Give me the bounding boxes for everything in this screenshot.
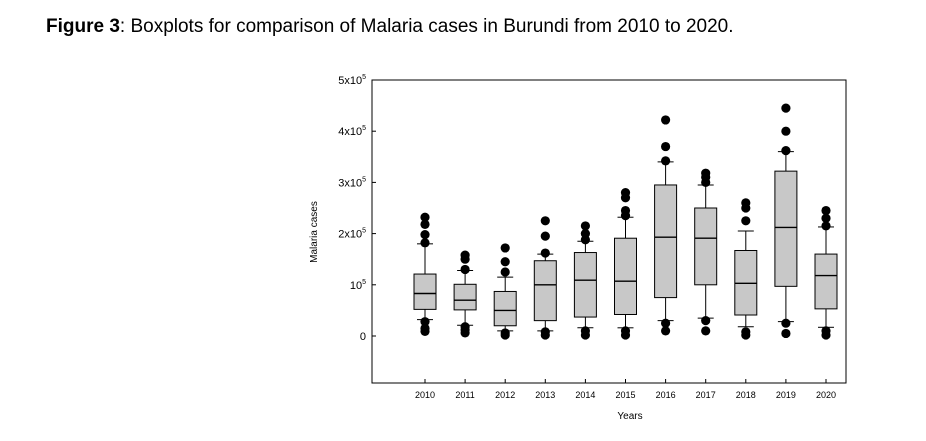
y-tick-label: 105	[350, 279, 366, 292]
outlier-point	[500, 243, 510, 253]
outlier-point	[701, 316, 711, 326]
outlier-point	[420, 219, 430, 229]
outlier-point	[781, 318, 791, 328]
outlier-point	[781, 146, 791, 156]
outlier-point	[580, 221, 591, 231]
outlier-point	[661, 141, 671, 152]
iqr-box	[573, 252, 597, 318]
outlier-point	[420, 317, 430, 327]
x-tick-label: 2017	[696, 390, 716, 400]
outlier-point	[540, 327, 550, 337]
outlier-point	[620, 326, 631, 336]
outlier-point	[741, 198, 751, 208]
outlier-point	[661, 318, 671, 328]
x-axis-title: Years	[617, 411, 642, 422]
caption-text: Boxplots for comparison of Malaria cases…	[125, 16, 734, 37]
outlier-point	[821, 205, 831, 216]
x-tick-label: 2015	[615, 390, 635, 400]
iqr-box	[814, 253, 838, 310]
boxplot-2017	[694, 168, 718, 336]
y-tick-label: 2x105	[338, 228, 366, 241]
outlier-point	[620, 205, 631, 216]
iqr-box	[654, 184, 678, 299]
outlier-point	[781, 126, 791, 136]
figure-label: Figure 3	[46, 16, 120, 37]
boxplot-2018	[734, 198, 758, 340]
outlier-point	[540, 248, 550, 258]
iqr-box	[774, 170, 798, 287]
x-tick-label: 2012	[495, 390, 515, 400]
boxplot-2015	[614, 188, 637, 340]
outlier-point	[661, 326, 671, 336]
x-tick-label: 2016	[656, 390, 676, 400]
x-tick-label: 2014	[575, 390, 595, 400]
y-axis: 0 105 2x105 3x105 4x105 5x105	[338, 74, 376, 343]
y-axis-title: Malaria cases	[309, 201, 320, 263]
outlier-point	[701, 326, 711, 336]
outlier-point	[741, 216, 751, 226]
outlier-point	[420, 230, 430, 240]
plot-frame	[371, 79, 847, 384]
y-tick-label: 3x105	[338, 176, 366, 189]
y-tick-label: 0	[360, 331, 366, 343]
x-axis: 2010 2011 2012 2013 2014 2015 2016 2017 2018 2019…	[415, 379, 836, 400]
outlier-point	[821, 326, 831, 336]
iqr-box	[453, 283, 477, 311]
outlier-point	[821, 221, 831, 231]
boxes-group	[413, 103, 838, 340]
outlier-point	[460, 322, 470, 332]
outlier-point	[500, 257, 510, 267]
boxplot-2020	[814, 205, 838, 340]
outlier-point	[781, 103, 791, 113]
x-tick-label: 2011	[455, 390, 474, 400]
outlier-point	[420, 323, 430, 333]
boxplot-2010	[413, 212, 437, 336]
x-tick-label: 2013	[535, 390, 555, 400]
x-tick-label: 2010	[415, 390, 435, 400]
outlier-point	[701, 168, 711, 178]
y-tick-label: 4x105	[338, 125, 366, 138]
outlier-point	[460, 264, 470, 275]
iqr-box	[493, 290, 517, 327]
outlier-point	[540, 231, 550, 241]
outlier-point	[781, 328, 791, 339]
iqr-box	[694, 207, 718, 286]
outlier-point	[460, 250, 470, 260]
boxplot-2011	[453, 250, 477, 338]
iqr-box	[614, 237, 637, 315]
outlier-point	[661, 156, 671, 166]
outlier-point	[821, 213, 831, 223]
boxplot-2012	[493, 243, 517, 340]
outlier-point	[580, 326, 591, 336]
outlier-point	[500, 267, 510, 277]
boxplot-2014	[573, 221, 597, 340]
boxplot-2013	[533, 216, 557, 340]
figure-caption: Figure 3: Boxplots for comparison of Mal…	[46, 16, 734, 38]
x-tick-label: 2018	[736, 390, 756, 400]
iqr-box	[533, 260, 557, 322]
boxplot-2019	[774, 103, 798, 339]
x-tick-label: 2020	[816, 390, 836, 400]
boxplot-2016	[654, 115, 678, 336]
outlier-point	[540, 216, 550, 226]
outlier-point	[420, 212, 430, 222]
y-tick-label: 5x105	[338, 74, 366, 87]
iqr-box	[413, 273, 437, 310]
outlier-point	[500, 328, 510, 338]
x-tick-label: 2019	[776, 390, 796, 400]
outlier-point	[661, 115, 671, 125]
outlier-point	[620, 188, 631, 198]
outlier-point	[741, 327, 751, 337]
caption-separator: :	[119, 16, 126, 37]
outlier-point	[420, 238, 430, 248]
outlier-point	[580, 229, 591, 239]
